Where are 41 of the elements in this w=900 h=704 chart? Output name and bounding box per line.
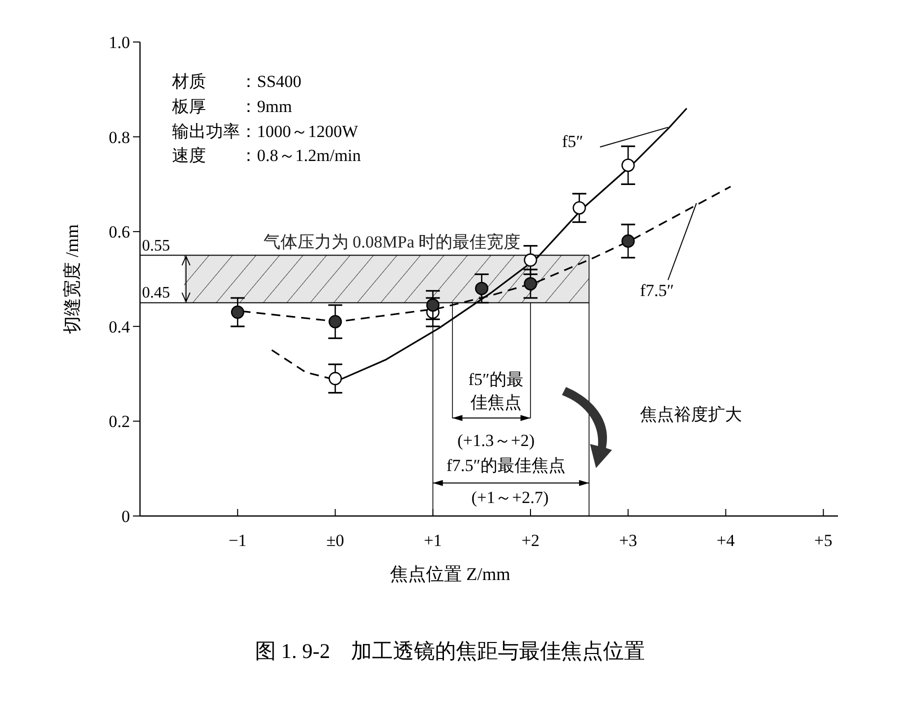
annotation: (+1～+2.7) — [471, 488, 549, 507]
annotation: 输出功率：1000～1200W — [172, 122, 359, 141]
annotation: 佳焦点 — [470, 393, 522, 412]
annotation: 速度 ：0.8～1.2m/min — [172, 146, 362, 165]
point — [328, 372, 342, 386]
point — [524, 253, 538, 267]
point — [524, 277, 538, 290]
annotation: f7.5″ — [640, 281, 674, 300]
annotation: 板厚 ：9mm — [171, 97, 292, 116]
annotation: f5″的最 — [468, 370, 524, 389]
x-tick-label: +1 — [424, 531, 442, 550]
annotation: 焦点裕度扩大 — [640, 405, 742, 424]
point — [328, 315, 342, 328]
annotation: 材质 ：SS400 — [171, 72, 302, 91]
annotation: 0.55 — [142, 237, 170, 254]
annotation: 0.45 — [142, 284, 170, 302]
y-axis-title: 切缝宽度 /mm — [62, 224, 82, 334]
x-tick-label: ±0 — [326, 531, 344, 550]
x-tick-label: +5 — [814, 531, 832, 550]
y-tick-label: 1.0 — [108, 33, 130, 52]
x-tick-label: −1 — [228, 531, 247, 550]
x-axis-title: 焦点位置 Z/mm — [390, 564, 510, 584]
point — [475, 282, 488, 296]
caption: 图 1. 9-2 加工透镜的焦距与最佳焦点位置 — [254, 639, 646, 663]
annotation: f7.5″的最佳焦点 — [446, 456, 566, 475]
band-label: 气体压力为 0.08MPa 时的最佳宽度 — [263, 232, 521, 252]
y-tick-label: 0 — [122, 507, 130, 526]
point — [426, 298, 440, 312]
y-tick-label: 0.6 — [108, 222, 130, 242]
point — [230, 306, 244, 319]
point — [621, 158, 635, 172]
y-tick-label: 0.2 — [108, 412, 130, 432]
point — [621, 234, 635, 248]
annotation: (+1.3～+2) — [457, 431, 535, 450]
x-tick-label: +4 — [716, 531, 736, 550]
y-tick-label: 0.8 — [108, 128, 130, 147]
x-tick-label: +2 — [521, 531, 540, 550]
y-tick-label: 0.4 — [108, 317, 130, 336]
annotation: f5″ — [562, 132, 584, 151]
x-tick-label: +3 — [619, 531, 638, 550]
point — [572, 201, 586, 215]
